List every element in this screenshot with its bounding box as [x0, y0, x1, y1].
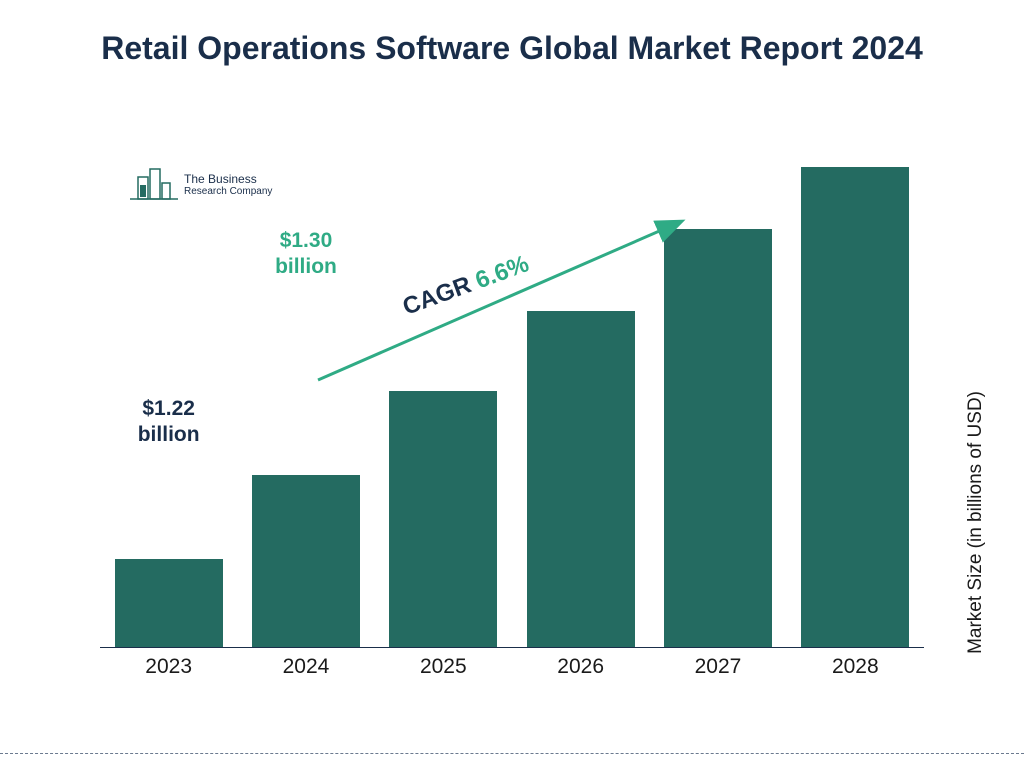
bar — [115, 559, 223, 647]
bar-group: 2028$1.68 billion — [795, 167, 915, 647]
x-axis-label: 2023 — [145, 655, 192, 679]
bar-group: 2023$1.22billion — [109, 559, 229, 647]
y-axis-label: Market Size (in billions of USD) — [965, 391, 987, 654]
bar — [664, 229, 772, 647]
value-label: $1.22billion — [104, 396, 234, 549]
bar-group: 2025 — [383, 391, 503, 647]
bars-container: 2023$1.22billion2024$1.30billion20252026… — [100, 168, 924, 648]
value-label: $1.68 billion — [765, 0, 945, 137]
bar — [527, 311, 635, 647]
x-axis-label: 2026 — [557, 655, 604, 679]
bar — [389, 391, 497, 647]
footer-divider — [0, 753, 1024, 754]
x-axis-label: 2028 — [832, 655, 879, 679]
value-label: $1.30billion — [241, 228, 371, 465]
x-axis-label: 2025 — [420, 655, 467, 679]
bar-group: 2024$1.30billion — [246, 475, 366, 647]
bar-group: 2026 — [521, 311, 641, 647]
x-axis-label: 2027 — [695, 655, 742, 679]
bar — [801, 167, 909, 647]
x-axis-label: 2024 — [283, 655, 330, 679]
bar-group: 2027 — [658, 229, 778, 647]
bar — [252, 475, 360, 647]
